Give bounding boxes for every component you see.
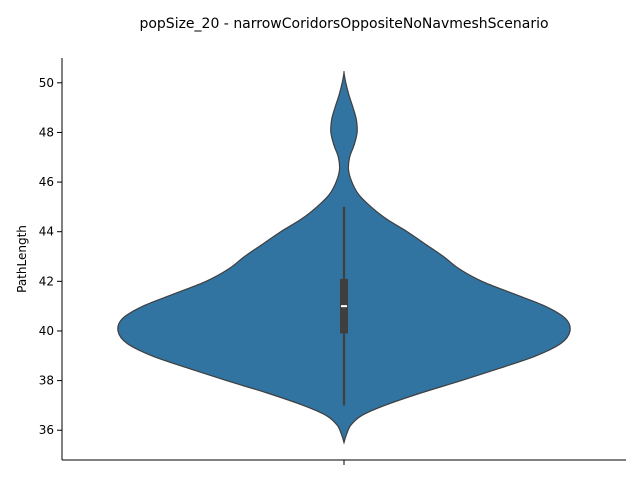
axes-frame	[61, 58, 626, 465]
y-axis-ticks: 36 38 40 42 44 46 48 50	[39, 76, 62, 437]
y-tick-label: 42	[39, 274, 54, 288]
y-axis-label: PathLength	[15, 225, 29, 293]
y-tick-label: 50	[39, 76, 54, 90]
chart-title: popSize_20 - narrowCoridorsOppositeNoNav…	[139, 16, 548, 32]
y-tick-label: 40	[39, 324, 54, 338]
y-tick-label: 38	[39, 374, 54, 388]
y-tick-label: 48	[39, 125, 54, 139]
y-tick-label: 46	[39, 175, 54, 189]
y-tick-label: 36	[39, 423, 54, 437]
y-tick-label: 44	[39, 225, 54, 239]
plot-area	[117, 71, 571, 445]
